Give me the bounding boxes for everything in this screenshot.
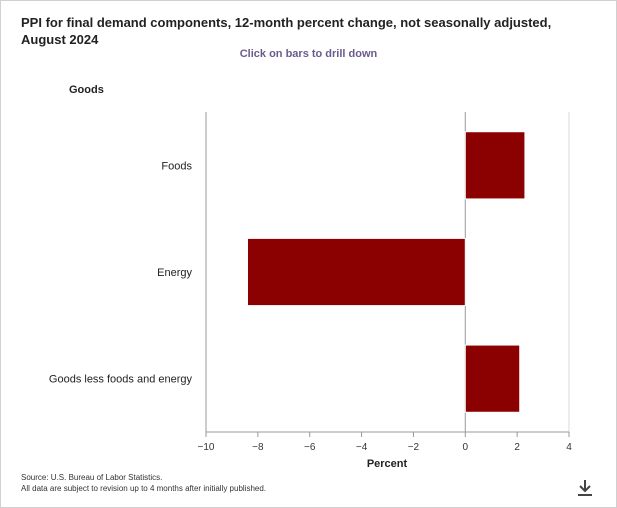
x-axis-label: Percent: [367, 458, 408, 470]
x-tick-label: −2: [408, 442, 420, 453]
category-label: Goods less foods and energy: [49, 374, 193, 386]
bar-goods-less-foods-and-energy[interactable]: [464, 344, 521, 413]
chart-title: PPI for final demand components, 12-mont…: [21, 15, 552, 47]
x-tick-label: −10: [198, 442, 215, 453]
source-line-1: Source: U.S. Bureau of Labor Statistics.: [21, 473, 163, 482]
x-tick-label: −8: [252, 442, 264, 453]
x-tick-labels: −10 −8 −6 −4 −2 0 2 4: [198, 442, 573, 453]
source-line-2: All data are subject to revision up to 4…: [21, 484, 267, 493]
category-label: Energy: [157, 267, 192, 279]
download-button[interactable]: [574, 478, 596, 498]
group-label: Goods: [69, 84, 104, 96]
bar-energy[interactable]: [246, 237, 466, 307]
x-tick-label: −4: [356, 442, 368, 453]
bar-chart: Foods Energy Goods less foods and energy −…: [49, 112, 573, 470]
category-labels: Foods Energy Goods less foods and energy: [49, 160, 193, 385]
x-tick-label: −6: [304, 442, 316, 453]
download-icon: [578, 480, 592, 496]
chart-bars[interactable]: [246, 131, 526, 413]
x-tick-label: 0: [463, 442, 469, 453]
x-tick-label: 4: [566, 442, 572, 453]
source-note: Source: U.S. Bureau of Labor Statistics.…: [21, 472, 266, 494]
x-tick-label: 2: [514, 442, 520, 453]
bar-foods[interactable]: [464, 131, 526, 200]
drill-down-hint[interactable]: Click on bars to drill down: [239, 48, 378, 60]
category-label: Foods: [161, 160, 192, 172]
